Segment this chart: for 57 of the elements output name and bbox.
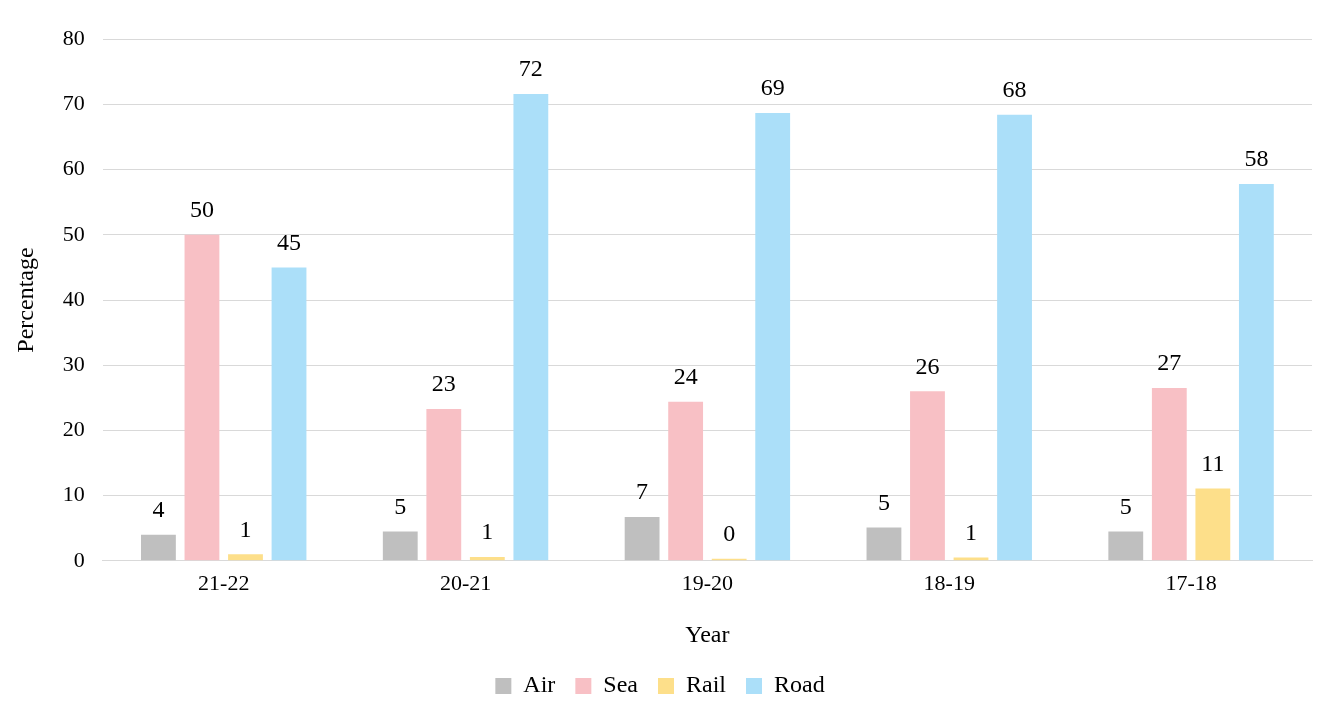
data-label: 50 bbox=[189, 196, 214, 223]
data-label: 5 bbox=[1119, 492, 1132, 519]
y-tick-label: 30 bbox=[62, 350, 85, 376]
data-label: 4 bbox=[152, 496, 165, 523]
x-tick-label: 21-22 bbox=[198, 569, 250, 595]
data-label: 5 bbox=[877, 488, 890, 515]
data-label: 5 bbox=[394, 492, 407, 519]
y-axis-title: Percentage bbox=[11, 247, 38, 353]
x-tick-label: 17-18 bbox=[1165, 569, 1217, 595]
y-tick-label: 50 bbox=[62, 220, 85, 246]
y-tick-label: 10 bbox=[62, 481, 85, 507]
bar bbox=[866, 527, 902, 561]
bar bbox=[1238, 183, 1274, 561]
bar bbox=[910, 391, 945, 561]
data-label: 7 bbox=[636, 478, 649, 505]
y-tick-label: 0 bbox=[73, 546, 85, 572]
bar bbox=[624, 517, 660, 561]
data-label: 58 bbox=[1244, 145, 1269, 172]
bar bbox=[668, 401, 704, 561]
bar bbox=[426, 408, 462, 561]
y-tick-label: 20 bbox=[62, 416, 85, 442]
data-label: 11 bbox=[1201, 449, 1225, 476]
y-tick-label: 70 bbox=[62, 90, 85, 116]
legend-label: Air bbox=[523, 671, 556, 698]
x-tick-label: 20-21 bbox=[439, 569, 492, 595]
data-label: 1 bbox=[481, 518, 494, 545]
bar bbox=[997, 114, 1032, 561]
data-label: 0 bbox=[723, 520, 736, 547]
x-tick-label: 18-19 bbox=[923, 569, 975, 595]
bar bbox=[513, 93, 549, 561]
legend-label: Road bbox=[773, 671, 825, 698]
bar bbox=[271, 267, 307, 561]
data-label: 69 bbox=[760, 74, 785, 101]
bar bbox=[382, 531, 418, 561]
bar bbox=[184, 234, 220, 561]
bar bbox=[1195, 488, 1231, 561]
y-tick-label: 60 bbox=[62, 155, 85, 181]
data-label: 23 bbox=[431, 370, 456, 397]
x-tick-label: 19-20 bbox=[681, 569, 734, 595]
bar bbox=[1151, 388, 1187, 561]
bar bbox=[755, 112, 791, 561]
bar bbox=[228, 554, 263, 561]
data-label: 1 bbox=[965, 518, 978, 545]
bar bbox=[141, 534, 176, 561]
data-label: 24 bbox=[673, 363, 698, 390]
legend-label: Sea bbox=[603, 671, 639, 698]
y-tick-label: 80 bbox=[62, 24, 85, 50]
data-label: 68 bbox=[1002, 76, 1027, 103]
data-label: 72 bbox=[518, 55, 543, 82]
data-label: 26 bbox=[915, 352, 940, 379]
data-label: 27 bbox=[1157, 349, 1182, 376]
bar bbox=[1108, 531, 1144, 561]
data-label: 1 bbox=[239, 515, 252, 542]
legend-label: Rail bbox=[685, 671, 727, 698]
y-tick-label: 40 bbox=[62, 285, 85, 311]
x-axis-title: Year bbox=[685, 620, 730, 647]
data-label: 45 bbox=[277, 228, 302, 255]
